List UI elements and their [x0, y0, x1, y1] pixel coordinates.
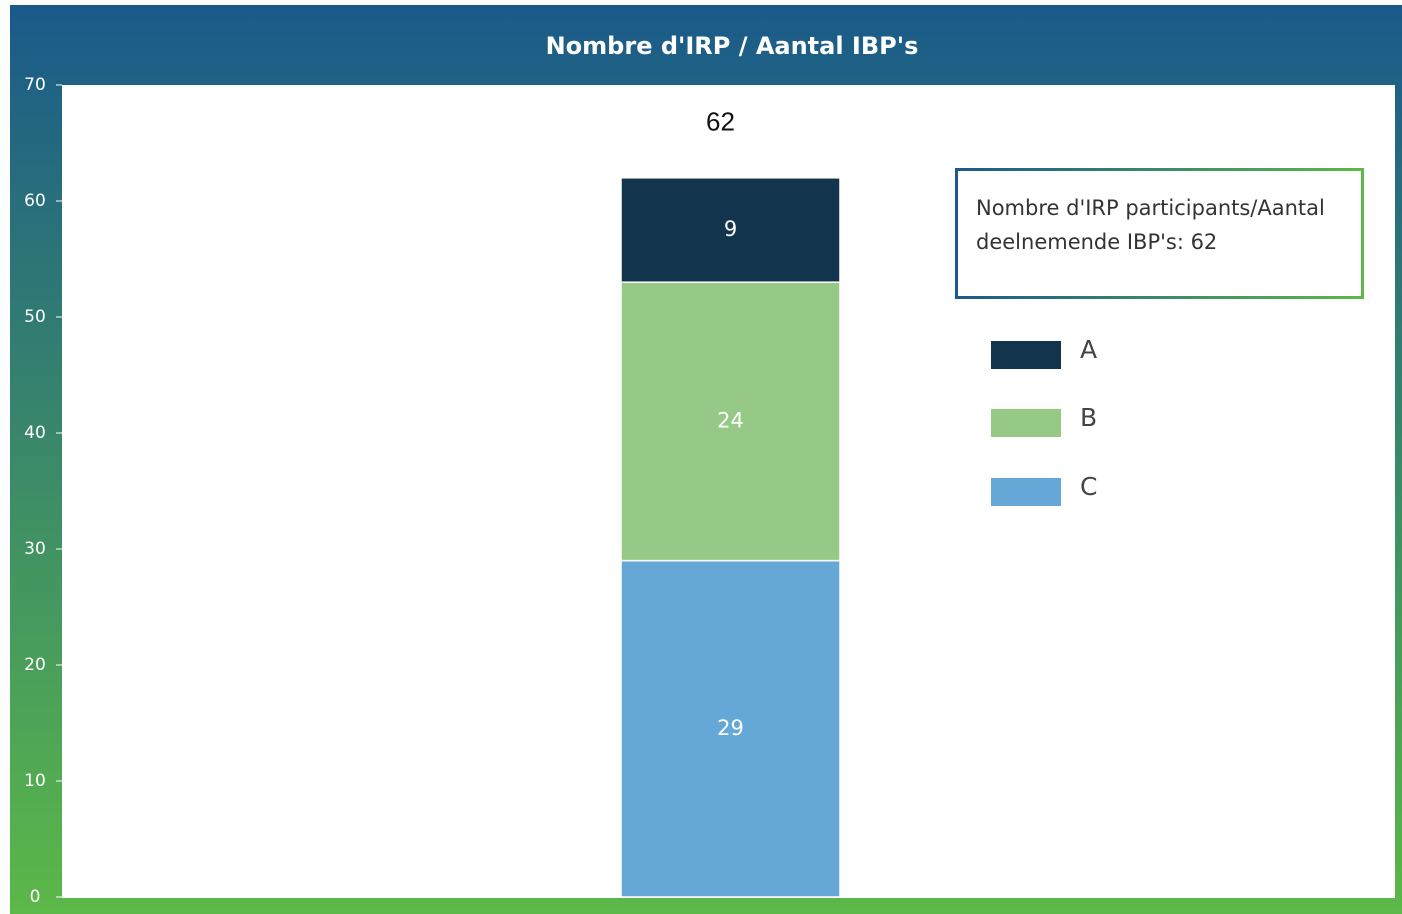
y-tick-label: 70 — [24, 75, 46, 95]
chart-title: Nombre d'IRP / Aantal IBP's — [546, 32, 919, 60]
y-tick-label: 60 — [24, 191, 46, 211]
bar-segment — [620, 177, 841, 283]
bar-segment — [620, 281, 841, 562]
data-label: 24 — [717, 408, 744, 432]
legend-label: C — [1080, 472, 1097, 501]
y-tick-label: 40 — [24, 423, 46, 443]
legend-swatch — [991, 409, 1061, 437]
y-tick-label: 30 — [24, 539, 46, 559]
annotation: Nombre d'IRP participants/Aantal deelnem… — [955, 168, 1364, 299]
total-label: 62 — [706, 107, 735, 137]
y-tick-label: 20 — [24, 655, 46, 675]
data-label: 9 — [724, 217, 737, 241]
y-tick-label: 0 — [30, 887, 41, 907]
bar-segment — [620, 559, 841, 898]
legend-label: A — [1080, 335, 1097, 364]
y-tick-label: 50 — [24, 307, 46, 327]
legend-swatch — [991, 341, 1061, 369]
data-label: 29 — [717, 716, 744, 740]
legend-label: B — [1080, 403, 1097, 432]
legend-swatch — [991, 478, 1061, 506]
y-tick-label: 10 — [24, 771, 46, 791]
